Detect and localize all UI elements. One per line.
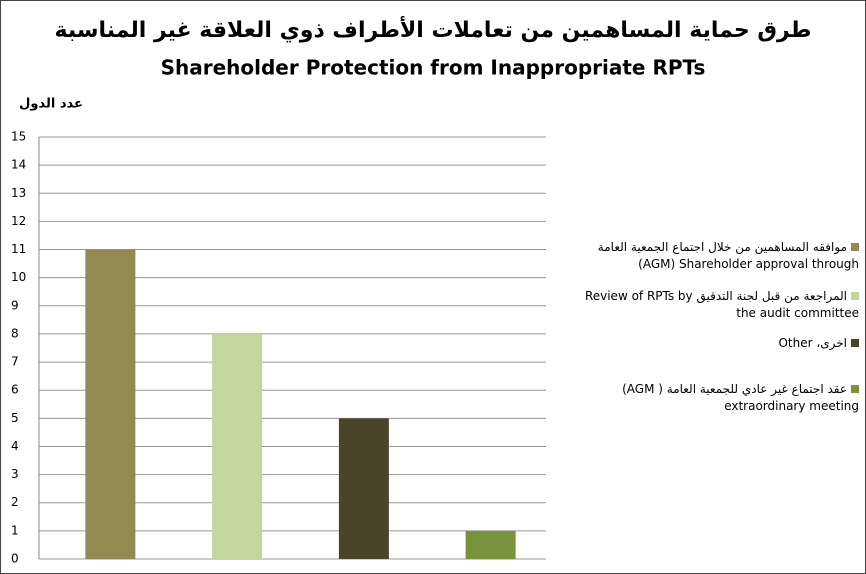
bar — [465, 530, 516, 559]
chart-title: طرق حماية المساهمين من تعاملات الأطراف ذ… — [55, 15, 812, 43]
y-tick-label: 6 — [11, 383, 19, 397]
legend-label: عقد اجتماع غير عادي للجمعية العامة ( AGM… — [622, 382, 859, 413]
legend-swatch — [851, 292, 859, 300]
y-tick-label: 15 — [11, 130, 26, 144]
bar — [212, 333, 263, 559]
legend-label: موافقه المساهمين من خلال اجتماع الجمعية … — [597, 240, 859, 271]
legend-entry: موافقه المساهمين من خلال اجتماع الجمعية … — [567, 239, 859, 273]
y-tick-label: 13 — [11, 186, 26, 200]
y-tick-label: 10 — [11, 270, 26, 284]
y-tick-label: 8 — [11, 326, 19, 340]
legend-swatch — [851, 243, 859, 251]
y-tick-label: 4 — [11, 439, 19, 453]
legend-entry: اخرى، Other — [567, 335, 859, 352]
y-tick-label: 14 — [11, 158, 26, 172]
y-tick-label: 3 — [11, 467, 19, 481]
legend-entry: المراجعة من قبل لجنة التدقيق Review of R… — [567, 288, 859, 322]
y-tick-label: 11 — [11, 242, 26, 256]
bar — [338, 418, 389, 559]
legend-label: المراجعة من قبل لجنة التدقيق Review of R… — [584, 289, 859, 320]
legend-swatch — [851, 385, 859, 393]
legend-entry: عقد اجتماع غير عادي للجمعية العامة ( AGM… — [567, 381, 859, 415]
y-tick-label: 0 — [11, 552, 19, 566]
legend-swatch — [851, 339, 859, 347]
y-tick-label: 7 — [11, 355, 19, 369]
legend-label: اخرى، Other — [778, 336, 847, 350]
y-tick-label: 12 — [11, 214, 26, 228]
y-tick-label: 1 — [11, 523, 19, 537]
y-axis-label: عدد الدول — [19, 97, 83, 112]
y-tick-label: 9 — [11, 298, 19, 312]
bar — [85, 249, 136, 560]
y-tick-label: 5 — [11, 411, 19, 425]
chart-subtitle: Shareholder Protection from Inappropriat… — [161, 56, 706, 80]
y-tick-label: 2 — [11, 495, 19, 509]
